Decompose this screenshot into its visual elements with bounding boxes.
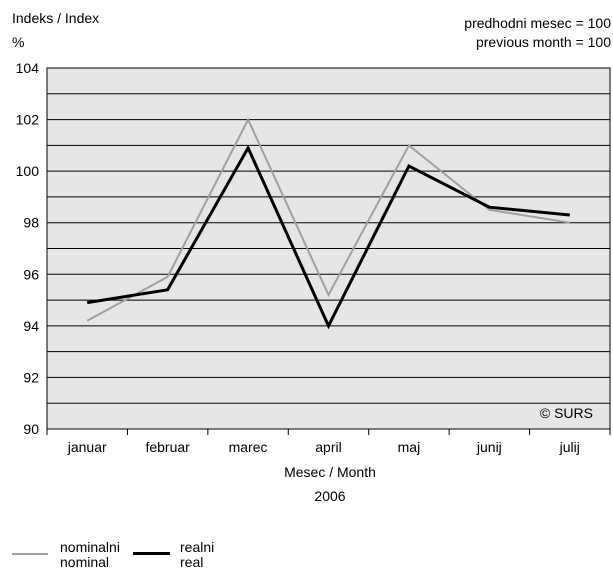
x-tick-label: julij: [559, 439, 580, 455]
y-axis-unit: %: [12, 34, 25, 50]
y-axis-title: Indeks / Index: [12, 10, 100, 26]
legend-swatch-real: [133, 552, 170, 555]
legend-label-real-en: real: [180, 554, 204, 570]
legend-label-nominal-en: nominal: [60, 554, 110, 570]
x-axis-title: Mesec / Month: [284, 464, 376, 480]
x-tick-label: junij: [476, 439, 502, 455]
y-tick-label: 104: [16, 60, 40, 76]
y-tick-label: 90: [23, 421, 39, 437]
y-tick-label: 94: [23, 318, 39, 334]
x-tick-label: marec: [229, 439, 268, 455]
series-line-nominal: [86, 117, 570, 322]
base-note-si: predhodni mesec = 100: [464, 15, 611, 31]
y-tick-label: 102: [16, 112, 40, 128]
y-tick-label: 100: [16, 163, 40, 179]
y-tick-label: 92: [23, 369, 39, 385]
legend-label-real-si: realni: [180, 539, 215, 555]
x-tick-label: april: [315, 439, 341, 455]
legend-swatch-nominal: [12, 553, 48, 555]
x-tick-label: februar: [145, 439, 190, 455]
x-tick-label: maj: [398, 439, 421, 455]
y-tick-label: 98: [23, 215, 39, 231]
series-line-real: [86, 144, 570, 330]
x-tick-label: januar: [67, 439, 107, 455]
legend-label-nominal-si: nominalni: [60, 539, 120, 555]
x-axis-year: 2006: [314, 488, 346, 504]
y-tick-label: 96: [23, 266, 39, 282]
base-note-en: previous month = 100: [475, 34, 611, 50]
copyright-label: © SURS: [540, 405, 593, 421]
